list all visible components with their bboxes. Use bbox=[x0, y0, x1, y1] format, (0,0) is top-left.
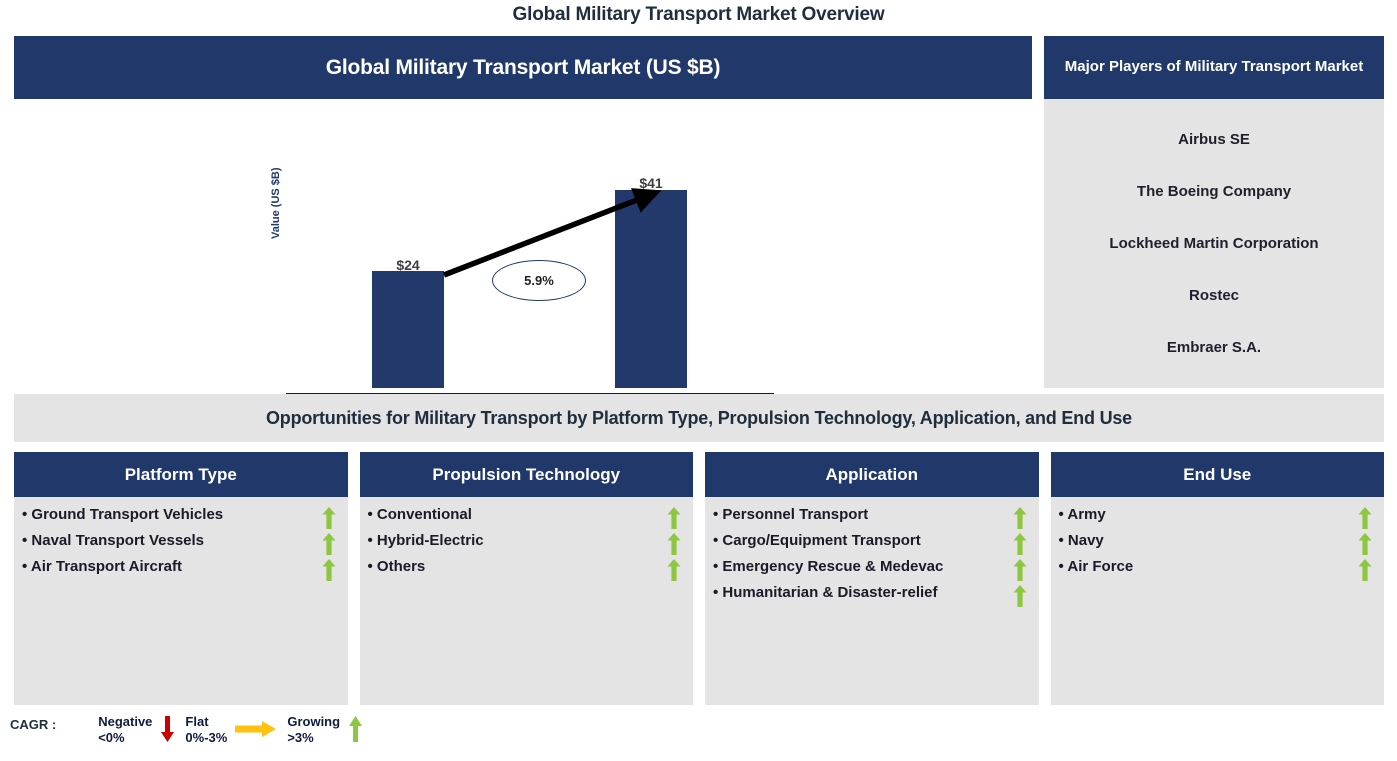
bar-2026 bbox=[372, 271, 444, 388]
arrow-up-green-icon bbox=[1358, 507, 1372, 529]
bar-2035 bbox=[615, 190, 687, 388]
column-body-application: • Personnel Transport • Cargo/Equipment … bbox=[705, 497, 1039, 705]
list-item-label: • Humanitarian & Disaster-relief bbox=[713, 584, 938, 601]
column-body-end-use: • Army • Navy • Air Force bbox=[1051, 497, 1385, 705]
list-item: • Personnel Transport bbox=[711, 506, 1029, 529]
list-item: Embraer S.A. bbox=[1166, 338, 1262, 356]
list-item: • Conventional bbox=[366, 506, 684, 529]
column-title: End Use bbox=[1183, 464, 1252, 484]
arrow-down-red-icon bbox=[161, 716, 175, 742]
cagr-bubble: 5.9% bbox=[492, 260, 586, 301]
arrow-up-green-icon bbox=[667, 533, 681, 555]
list-item-label: • Hybrid-Electric bbox=[367, 532, 484, 549]
arrow-up-green-icon bbox=[667, 559, 681, 581]
column-header-end-use: End Use bbox=[1050, 452, 1384, 497]
opportunity-columns: Platform Type • Ground Transport Vehicle… bbox=[14, 452, 1384, 705]
list-item: • Humanitarian & Disaster-relief bbox=[711, 584, 1029, 607]
arrow-up-green-icon bbox=[1013, 507, 1026, 529]
list-item: • Hybrid-Electric bbox=[366, 532, 684, 555]
major-players-panel: Major Players of Military Transport Mark… bbox=[1044, 36, 1384, 388]
bar-value-2035: $41 bbox=[639, 175, 663, 191]
chart-panel-title: Global Military Transport Market (US $B) bbox=[325, 55, 721, 79]
list-item-label: • Conventional bbox=[367, 506, 472, 523]
chart-panel: Global Military Transport Market (US $B)… bbox=[14, 36, 1032, 441]
y-axis-label: Value (US $B) bbox=[270, 167, 282, 239]
opportunities-banner-text: Opportunities for Military Transport by … bbox=[265, 407, 1132, 428]
column-body-propulsion-technology: • Conventional • Hybrid-Electric • Other… bbox=[360, 497, 694, 705]
column-title: Application bbox=[825, 464, 919, 484]
list-item-label: • Personnel Transport bbox=[713, 506, 869, 523]
opportunities-banner: Opportunities for Military Transport by … bbox=[14, 394, 1384, 442]
column-platform-type: Platform Type • Ground Transport Vehicle… bbox=[14, 452, 348, 705]
arrow-up-green-icon bbox=[322, 559, 335, 581]
list-item: • Ground Transport Vehicles bbox=[20, 506, 338, 529]
column-title: Platform Type bbox=[124, 464, 237, 484]
column-end-use: End Use • Army • Navy • Air Force bbox=[1050, 452, 1385, 705]
list-item-label: • Air Transport Aircraft bbox=[22, 558, 183, 575]
list-item-label: • Others bbox=[367, 558, 426, 575]
list-item: • Others bbox=[366, 558, 684, 581]
legend-range: 0%-3% bbox=[185, 729, 228, 745]
legend-label: Negative bbox=[98, 714, 153, 729]
bar-value-2026: $24 bbox=[396, 257, 420, 273]
legend-label: Flat bbox=[185, 714, 209, 729]
column-header-propulsion-technology: Propulsion Technology bbox=[359, 452, 693, 497]
cagr-legend-title: CAGR : bbox=[10, 717, 57, 732]
list-item-label: • Air Force bbox=[1058, 558, 1134, 575]
list-item-label: • Emergency Rescue & Medevac bbox=[713, 558, 944, 575]
column-header-platform-type: Platform Type bbox=[14, 452, 348, 497]
major-players-title: Major Players of Military Transport Mark… bbox=[1064, 58, 1364, 76]
list-item-label: • Navy bbox=[1058, 532, 1104, 549]
list-item: • Cargo/Equipment Transport bbox=[711, 532, 1029, 555]
list-item: • Air Force bbox=[1057, 558, 1375, 581]
arrow-up-green-icon bbox=[322, 533, 335, 555]
list-item-label: • Naval Transport Vessels bbox=[22, 532, 205, 549]
arrow-up-green-icon bbox=[1358, 533, 1372, 555]
legend-range: <0% bbox=[98, 729, 125, 745]
list-item: • Army bbox=[1057, 506, 1375, 529]
list-item: Airbus SE bbox=[1178, 130, 1250, 148]
bar-chart: Value (US $B) $24 $41 5.9% 2026 2035 Sou… bbox=[14, 99, 1032, 441]
column-title: Propulsion Technology bbox=[432, 464, 621, 484]
arrow-up-green-icon bbox=[667, 507, 681, 529]
column-application: Application • Personnel Transport • Carg… bbox=[705, 452, 1039, 705]
list-item-label: • Army bbox=[1058, 506, 1106, 523]
arrow-up-green-icon bbox=[1358, 559, 1372, 581]
legend-label: Growing bbox=[287, 714, 341, 729]
cagr-value: 5.9% bbox=[524, 273, 554, 288]
page-title: Global Military Transport Market Overvie… bbox=[512, 4, 885, 25]
arrow-up-green-icon bbox=[1013, 585, 1026, 607]
chart-panel-header: Global Military Transport Market (US $B) bbox=[14, 36, 1032, 99]
legend-range: >3% bbox=[287, 729, 314, 745]
legend-entry-negative: Negative <0% bbox=[98, 714, 185, 746]
cagr-legend: CAGR : Negative <0% Flat 0%-3% Growing >… bbox=[10, 714, 373, 758]
legend-entry-flat: Flat 0%-3% bbox=[185, 714, 287, 746]
growth-arrow-icon bbox=[443, 188, 662, 278]
list-item: Lockheed Martin Corporation bbox=[1109, 234, 1319, 252]
list-item: • Navy bbox=[1057, 532, 1375, 555]
list-item: Rostec bbox=[1188, 286, 1240, 304]
arrow-right-yellow-icon bbox=[235, 721, 277, 737]
column-header-application: Application bbox=[705, 452, 1039, 497]
arrow-up-green-icon bbox=[322, 507, 335, 529]
major-players-header: Major Players of Military Transport Mark… bbox=[1044, 36, 1384, 99]
arrow-up-green-icon bbox=[349, 716, 363, 742]
list-item: • Naval Transport Vessels bbox=[20, 532, 338, 555]
arrow-up-green-icon bbox=[1013, 559, 1026, 581]
legend-entry-growing: Growing >3% bbox=[287, 714, 373, 746]
column-propulsion-technology: Propulsion Technology • Conventional • H… bbox=[359, 452, 694, 705]
column-body-platform-type: • Ground Transport Vehicles • Naval Tran… bbox=[14, 497, 348, 705]
list-item-label: • Cargo/Equipment Transport bbox=[713, 532, 921, 549]
list-item: • Air Transport Aircraft bbox=[20, 558, 338, 581]
major-players-list: Airbus SE The Boeing Company Lockheed Ma… bbox=[1044, 99, 1384, 373]
list-item: The Boeing Company bbox=[1136, 182, 1292, 200]
list-item: • Emergency Rescue & Medevac bbox=[711, 558, 1029, 581]
list-item-label: • Ground Transport Vehicles bbox=[22, 506, 224, 523]
arrow-up-green-icon bbox=[1013, 533, 1026, 555]
